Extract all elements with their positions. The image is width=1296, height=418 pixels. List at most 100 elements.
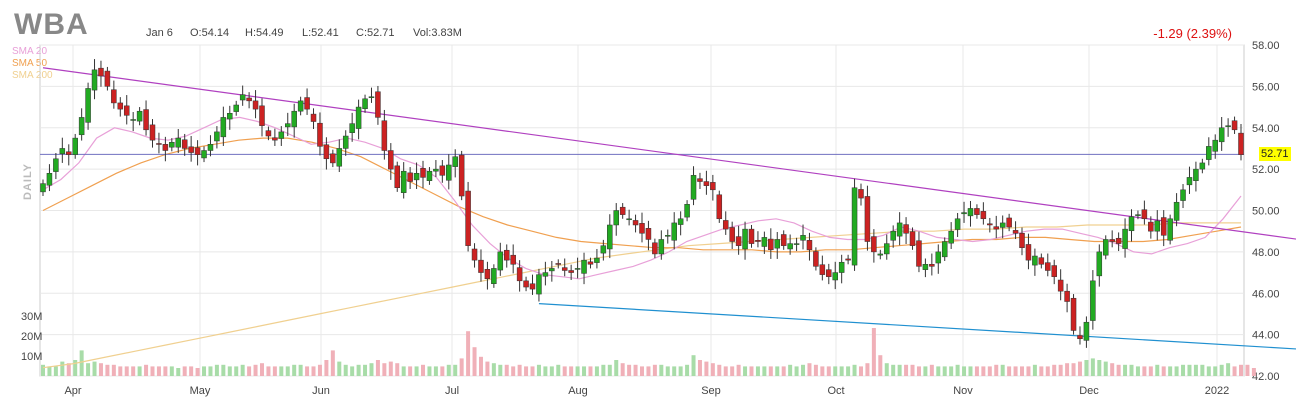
sma50-line: [42, 137, 1242, 253]
candle-body: [497, 251, 504, 271]
volume-bar: [1155, 364, 1160, 376]
candle-body: [529, 283, 536, 290]
candle-body: [690, 175, 697, 200]
volume-bar: [446, 364, 451, 376]
candle-body: [639, 223, 645, 234]
volume-tick-label: 30M: [21, 311, 42, 323]
candle-body: [169, 141, 175, 148]
candle-body: [645, 228, 652, 240]
volume-bar: [395, 363, 400, 376]
candle-body: [330, 153, 336, 164]
candle-body: [188, 146, 194, 153]
candle-body: [201, 150, 207, 159]
volume-bar: [498, 364, 503, 376]
candle-body: [826, 269, 832, 277]
x-tick-label: Nov: [953, 385, 973, 397]
y-tick-label: 52.00: [1252, 164, 1280, 176]
volume-bar: [588, 366, 593, 376]
candle-body: [1025, 244, 1032, 261]
x-tick-label: Aug: [568, 385, 588, 397]
volume-bar: [375, 360, 380, 376]
volume-bar: [781, 366, 786, 376]
volume-bar: [79, 350, 84, 376]
candle-body: [677, 218, 684, 225]
candle-body: [368, 96, 375, 98]
candle-body: [111, 89, 117, 104]
candle-body: [523, 280, 529, 288]
volume-bar: [974, 366, 979, 376]
volume-bar: [801, 364, 806, 376]
candle-body: [336, 148, 343, 167]
candle-body: [1038, 257, 1045, 265]
volume-bar: [1206, 366, 1211, 376]
volume-bar: [478, 356, 483, 376]
candle-body: [974, 208, 980, 215]
volume-bar: [150, 366, 155, 376]
candle-body: [207, 144, 214, 151]
volume-bar: [1174, 366, 1179, 376]
volume-bar: [1110, 363, 1115, 376]
candle-body: [735, 236, 742, 246]
candle-body: [722, 220, 729, 230]
volume-bar: [723, 366, 728, 376]
candle-body: [323, 144, 330, 160]
candle-body: [600, 245, 607, 254]
volume-bar: [330, 350, 335, 376]
candle-body: [774, 239, 781, 249]
candle-body: [478, 259, 484, 273]
volume-bar: [614, 360, 619, 376]
candle-body: [413, 173, 420, 181]
candle-body: [40, 183, 46, 193]
volume-bar: [311, 366, 316, 376]
candle-body: [72, 137, 78, 155]
volume-bar: [994, 364, 999, 376]
volume-bar: [1020, 366, 1025, 376]
candle-body: [703, 181, 710, 186]
volume-bar: [73, 360, 78, 376]
volume-bar: [904, 364, 909, 376]
volume-bar: [234, 366, 239, 376]
candle-body: [652, 242, 658, 255]
candle-body: [961, 212, 967, 215]
volume-bar: [1232, 366, 1237, 376]
y-tick-label: 56.00: [1252, 81, 1280, 93]
sma200-line: [42, 222, 1241, 369]
candle-body: [1090, 280, 1096, 321]
volume-bar: [569, 366, 574, 376]
volume-bar: [794, 366, 799, 376]
price-change: -1.29 (2.39%): [1153, 26, 1232, 41]
volume-bar: [1013, 366, 1018, 376]
volume-bar: [124, 366, 129, 376]
candle-body: [304, 97, 310, 110]
candle-body: [948, 230, 954, 244]
volume-bar: [1213, 366, 1218, 376]
volume-bar: [1161, 366, 1166, 376]
candle-body: [813, 251, 819, 267]
volume-bar: [665, 366, 670, 376]
volume-bar: [1123, 364, 1128, 376]
volume-bar: [556, 364, 561, 376]
volume-bar: [1045, 366, 1050, 376]
candle-body: [755, 240, 761, 242]
volume-bar: [343, 364, 348, 376]
candle-body: [1231, 120, 1238, 131]
candle-body: [935, 251, 942, 264]
date-label: Jan 6: [146, 27, 173, 39]
volume-bar: [549, 366, 554, 376]
candle-body: [761, 237, 768, 247]
volume-bar: [227, 366, 232, 376]
candle-body: [806, 240, 813, 251]
candle-body: [66, 151, 72, 155]
y-tick-label: 58.00: [1252, 40, 1280, 52]
candle-body: [1115, 237, 1122, 244]
volume-bar: [1251, 368, 1256, 376]
volume-bar: [350, 366, 355, 376]
volume-bar: [189, 366, 194, 376]
volume-bar: [105, 364, 110, 376]
volume-bar: [202, 366, 207, 376]
volume-bar: [92, 361, 97, 376]
volume-bar: [182, 366, 187, 376]
volume-bar: [607, 364, 612, 376]
volume-bar: [427, 366, 432, 376]
y-tick-label: 54.00: [1252, 123, 1280, 135]
